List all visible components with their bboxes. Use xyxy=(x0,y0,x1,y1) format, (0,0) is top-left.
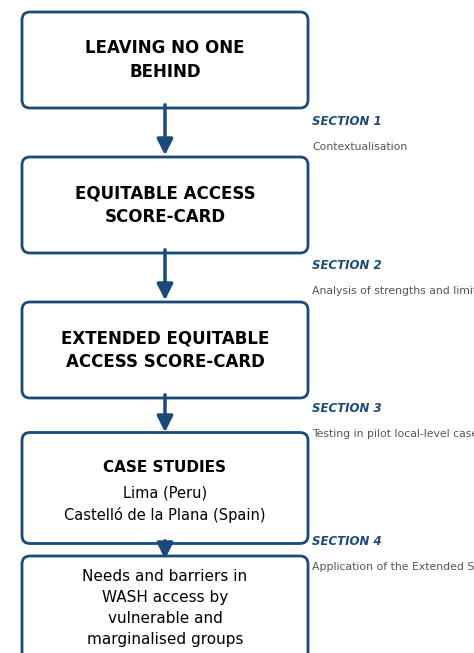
FancyBboxPatch shape xyxy=(22,12,308,108)
Text: Contextualisation: Contextualisation xyxy=(312,142,407,152)
FancyBboxPatch shape xyxy=(22,432,308,543)
Text: Application of the Extended Score-card: Application of the Extended Score-card xyxy=(312,562,474,572)
Text: LEAVING NO ONE
BEHIND: LEAVING NO ONE BEHIND xyxy=(85,39,245,81)
Text: Lima (Peru)
Castelló de la Plana (Spain): Lima (Peru) Castelló de la Plana (Spain) xyxy=(64,485,266,523)
Text: Needs and barriers in
WASH access by
vulnerable and
marginalised groups: Needs and barriers in WASH access by vul… xyxy=(82,569,247,647)
FancyBboxPatch shape xyxy=(22,157,308,253)
FancyBboxPatch shape xyxy=(22,302,308,398)
Text: CASE STUDIES: CASE STUDIES xyxy=(103,460,227,475)
Text: Testing in pilot local-level case studies: Testing in pilot local-level case studie… xyxy=(312,429,474,439)
Text: EXTENDED EQUITABLE
ACCESS SCORE-CARD: EXTENDED EQUITABLE ACCESS SCORE-CARD xyxy=(61,329,269,371)
Text: SECTION 3: SECTION 3 xyxy=(312,402,382,415)
Text: SECTION 2: SECTION 2 xyxy=(312,259,382,272)
Text: SECTION 1: SECTION 1 xyxy=(312,115,382,128)
Text: Analysis of strengths and limitations: Analysis of strengths and limitations xyxy=(312,286,474,296)
FancyBboxPatch shape xyxy=(22,556,308,653)
Text: EQUITABLE ACCESS
SCORE-CARD: EQUITABLE ACCESS SCORE-CARD xyxy=(75,184,255,226)
Text: SECTION 4: SECTION 4 xyxy=(312,535,382,548)
